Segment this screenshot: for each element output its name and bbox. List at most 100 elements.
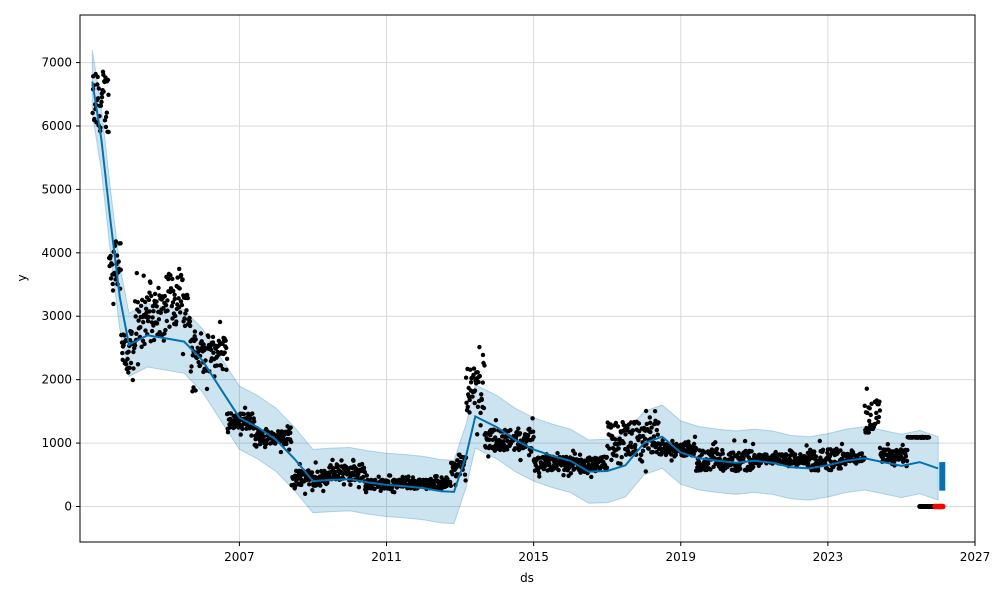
observed-point — [288, 430, 293, 435]
observed-point — [642, 436, 648, 441]
observed-point — [619, 455, 624, 460]
observed-point — [472, 388, 478, 393]
observed-point — [663, 452, 669, 458]
observed-point — [670, 438, 675, 444]
observed-point — [321, 488, 326, 494]
observed-point — [106, 92, 111, 98]
observed-point — [636, 437, 641, 443]
observed-point — [749, 449, 754, 454]
observed-point — [151, 337, 157, 343]
observed-point — [111, 301, 116, 307]
observed-point — [204, 386, 210, 392]
observed-point — [561, 473, 566, 478]
observed-point — [288, 425, 293, 430]
observed-point — [103, 124, 109, 130]
observed-point — [877, 408, 883, 413]
observed-point — [340, 471, 346, 477]
observed-point — [764, 452, 769, 457]
y-axis-title: y — [15, 274, 29, 281]
observed-point — [177, 286, 182, 291]
observed-point — [113, 239, 119, 244]
observed-point — [128, 360, 134, 366]
observed-point — [467, 397, 472, 403]
observed-point — [372, 486, 377, 492]
observed-point — [646, 446, 651, 451]
observed-point — [477, 373, 482, 379]
y-tick-label: 6000 — [41, 119, 72, 133]
observed-point — [386, 479, 391, 484]
observed-point — [120, 350, 125, 356]
observed-point — [170, 316, 175, 321]
observed-point — [480, 380, 485, 385]
observed-point — [136, 318, 141, 323]
observed-point — [478, 423, 483, 428]
observed-point — [868, 412, 873, 418]
observed-point — [728, 462, 733, 468]
observed-point — [448, 483, 453, 488]
observed-point — [589, 474, 594, 480]
observed-point — [110, 288, 116, 293]
observed-point — [356, 485, 362, 490]
observed-point — [480, 352, 486, 358]
observed-point — [142, 341, 147, 347]
observed-point — [214, 363, 220, 368]
observed-point — [124, 362, 129, 367]
observed-point — [228, 411, 234, 416]
observed-point — [472, 400, 477, 406]
observed-point — [116, 259, 121, 264]
observed-point — [904, 458, 910, 464]
observed-point — [129, 329, 134, 335]
flagged-point — [940, 503, 946, 510]
observed-point — [156, 285, 161, 291]
observed-point — [468, 367, 473, 372]
observed-point — [131, 366, 136, 371]
observed-point — [261, 434, 267, 439]
y-tick-label: 1000 — [41, 436, 72, 450]
observed-point — [714, 446, 720, 452]
observed-point — [171, 288, 176, 294]
observed-point — [876, 419, 881, 425]
y-tick-label: 3000 — [41, 309, 72, 323]
y-tick-label: 7000 — [41, 56, 72, 70]
observed-point — [648, 420, 653, 425]
observed-point — [190, 353, 195, 358]
observed-point — [309, 470, 315, 475]
observed-point — [95, 82, 100, 87]
observed-point — [189, 364, 194, 369]
observed-point — [178, 272, 184, 278]
observed-point — [905, 447, 910, 453]
y-tick-label: 2000 — [41, 373, 72, 387]
observed-point — [614, 453, 619, 458]
observed-point — [184, 308, 189, 313]
observed-point — [185, 295, 190, 301]
observed-point — [744, 468, 750, 473]
observed-point — [518, 457, 523, 463]
observed-point — [125, 356, 130, 362]
observed-point — [616, 446, 621, 451]
observed-point — [431, 482, 437, 487]
observed-point — [101, 89, 106, 94]
observed-point — [240, 426, 245, 432]
observed-point — [145, 318, 151, 324]
observed-point — [720, 451, 725, 456]
observed-point — [218, 363, 224, 368]
observed-point — [476, 379, 481, 385]
observed-point — [615, 424, 621, 429]
observed-point — [264, 441, 269, 447]
observed-point — [351, 458, 356, 463]
observed-point — [618, 461, 623, 466]
observed-point — [254, 444, 259, 449]
observed-point — [652, 440, 657, 446]
observed-point — [706, 461, 711, 466]
observed-point — [307, 482, 312, 487]
x-tick-label: 2015 — [518, 550, 549, 564]
observed-point — [224, 367, 229, 372]
observed-point — [903, 454, 909, 459]
uncertainty-area — [91, 49, 939, 525]
observed-point — [644, 421, 649, 427]
observed-point — [630, 428, 636, 433]
observed-point — [135, 362, 141, 367]
observed-point — [450, 472, 455, 477]
observed-point — [643, 469, 648, 474]
observed-point — [877, 445, 883, 451]
